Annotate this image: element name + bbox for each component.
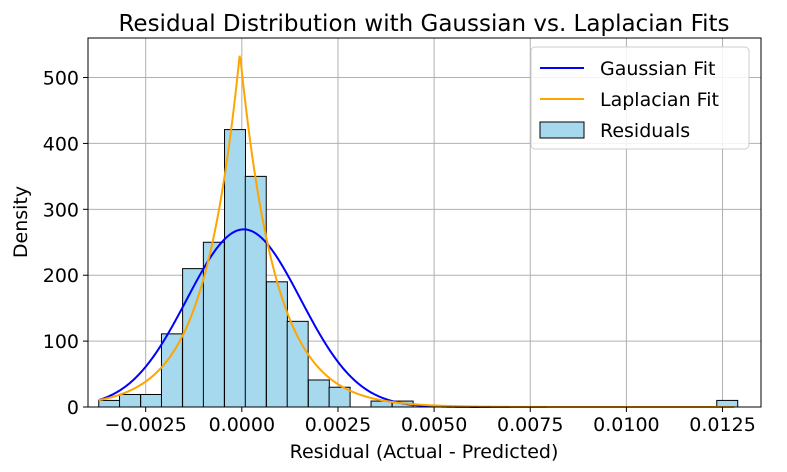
y-tick-label: 400 <box>43 133 79 155</box>
histogram-bar <box>307 379 330 408</box>
legend-residuals-label: Residuals <box>600 120 690 142</box>
y-tick-label: 200 <box>43 265 79 287</box>
chart-title: Residual Distribution with Gaussian vs. … <box>118 11 729 37</box>
y-tick-label: 500 <box>43 68 79 90</box>
histogram <box>98 129 739 408</box>
histogram-bar <box>286 320 309 408</box>
histogram-bar <box>265 281 288 408</box>
x-tick-label: 0.0050 <box>401 414 467 436</box>
histogram-bar <box>98 399 121 408</box>
histogram-bar <box>160 333 183 408</box>
x-axis-label: Residual (Actual - Predicted) <box>290 441 559 463</box>
y-tick-label: 100 <box>43 331 79 353</box>
x-tick-label: 0.0000 <box>209 414 275 436</box>
x-tick-label: 0.0125 <box>689 414 755 436</box>
x-tick-label: 0.0025 <box>305 414 371 436</box>
histogram-bar <box>119 393 141 408</box>
histogram-bar <box>140 393 163 408</box>
x-tick-label: 0.0075 <box>497 414 563 436</box>
y-axis: 0 100 200 300 400 500 <box>43 68 88 419</box>
x-tick-label: −0.0025 <box>104 414 186 436</box>
x-axis: −0.0025 0.0000 0.0025 0.0050 0.0075 0.0100 0.0… <box>104 407 756 436</box>
legend-laplacian-label: Laplacian Fit <box>600 89 719 111</box>
x-tick-label: 0.0100 <box>593 414 659 436</box>
plot-frame <box>87 37 762 408</box>
legend-gaussian-label: Gaussian Fit <box>600 58 715 80</box>
y-axis-label: Density <box>10 186 32 258</box>
histogram-bar <box>244 175 267 408</box>
legend-frame <box>530 46 750 150</box>
legend: Gaussian Fit Laplacian Fit Residuals <box>530 46 750 150</box>
y-tick-label: 300 <box>43 199 79 221</box>
legend-residuals-swatch <box>539 121 585 139</box>
histogram-bar <box>224 129 246 408</box>
y-tick-label: 0 <box>67 397 79 419</box>
